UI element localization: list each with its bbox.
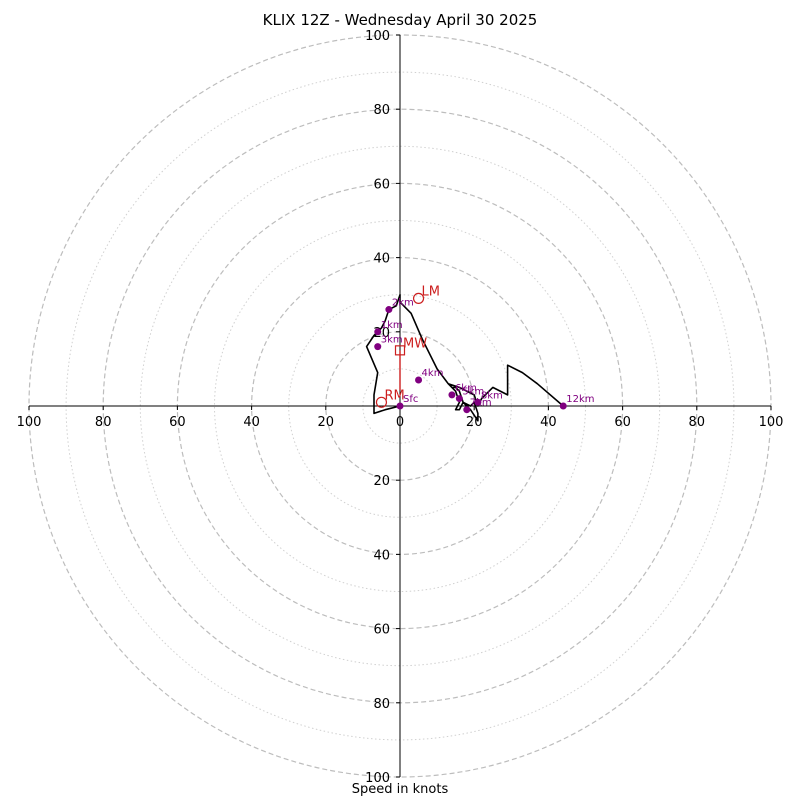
storm-motion-mw-marker [394, 345, 406, 356]
storm-motion-lm-marker [412, 292, 425, 305]
height-label-4km: 4km [422, 368, 444, 379]
height-marker-2km [385, 306, 393, 314]
y-tick-label: 100 [365, 771, 390, 786]
x-axis-label: Speed in knots [351, 782, 449, 797]
height-label-2km: 2km [392, 298, 414, 309]
y-tick-label: 60 [373, 177, 390, 192]
x-tick-label: 100 [17, 415, 42, 430]
height-label-6km: 6km [455, 383, 477, 394]
height-label-12km: 12km [566, 394, 594, 405]
x-tick-label: 20 [318, 415, 335, 430]
height-marker-3km [374, 343, 382, 351]
height-label-8km: 8km [481, 390, 503, 401]
y-tick-label: 80 [373, 103, 390, 118]
storm-motion-rm-label: RM [384, 388, 404, 403]
y-tick-label: 100 [365, 29, 390, 44]
x-tick-label: 20 [466, 415, 483, 430]
y-tick-label: 40 [373, 548, 390, 563]
storm-motion-mw-label: MW [403, 336, 427, 351]
height-marker-5km [455, 395, 463, 403]
height-marker-6km [448, 391, 456, 399]
x-tick-label: 60 [614, 415, 631, 430]
y-tick-label: 40 [373, 252, 390, 267]
y-tick-label: 20 [373, 474, 390, 489]
height-marker-4km [415, 376, 423, 384]
x-tick-label: 60 [169, 415, 186, 430]
height-label-5km: 5km [462, 387, 484, 398]
height-marker-8km [474, 398, 482, 406]
x-tick-label: 40 [243, 415, 260, 430]
height-label-1km: 1km [381, 320, 403, 331]
chart-title: KLIX 12Z - Wednesday April 30 2025 [262, 11, 538, 29]
y-tick-label: 80 [373, 697, 390, 712]
height-marker-12km [559, 402, 567, 410]
height-label-sfc: Sfc [403, 394, 418, 405]
x-tick-label: 0 [396, 415, 404, 430]
y-tick-label: 60 [373, 623, 390, 638]
height-marker-sfc [396, 402, 404, 410]
x-tick-label: 40 [540, 415, 557, 430]
x-tick-label: 80 [689, 415, 706, 430]
x-tick-label: 80 [95, 415, 112, 430]
height-label-3km: 3km [381, 335, 403, 346]
storm-motion-rm-marker [375, 396, 388, 408]
height-marker-1km [374, 328, 382, 336]
storm-motion-lm-label: LM [422, 284, 440, 299]
height-marker-7km [463, 406, 471, 414]
x-tick-label: 100 [759, 415, 784, 430]
